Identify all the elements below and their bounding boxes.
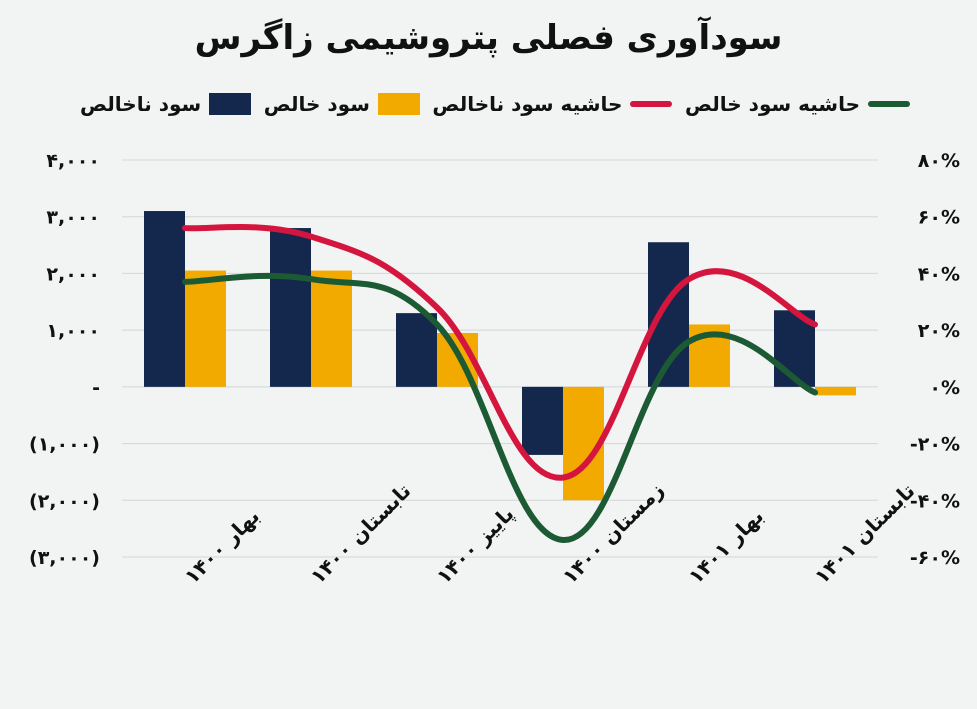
right-tick-label: ۸۰% bbox=[918, 150, 960, 172]
legend-item-net-margin: حاشیه سود خالص bbox=[685, 92, 910, 116]
bar-gross-profit bbox=[270, 228, 311, 387]
legend-label-gross-profit: سود ناخالص bbox=[80, 92, 202, 116]
right-tick-label: ۶۰% bbox=[918, 207, 960, 229]
bar-net-profit bbox=[815, 386, 856, 396]
bar-net-profit bbox=[311, 270, 352, 387]
category-label: بهار ۱۴۰۰ bbox=[180, 504, 265, 589]
left-tick-label: (۳,۰۰۰) bbox=[29, 547, 100, 569]
category-label: تابستان ۱۴۰۰ bbox=[306, 479, 416, 589]
legend-item-gross-profit: سود ناخالص bbox=[80, 92, 252, 116]
legend: سود ناخالص سود خالص حاشیه سود ناخالص حاش… bbox=[80, 92, 910, 116]
legend-swatch-gross-profit bbox=[209, 93, 252, 115]
right-tick-label: ۴۰% bbox=[918, 263, 960, 285]
left-tick-label: ۳,۰۰۰ bbox=[46, 207, 100, 229]
legend-swatch-net-margin bbox=[868, 101, 910, 107]
legend-label-net-profit: سود خالص bbox=[263, 92, 370, 116]
legend-label-gross-margin: حاشیه سود ناخالص bbox=[432, 92, 623, 116]
category-label: بهار ۱۴۰۱ bbox=[684, 504, 769, 589]
left-tick-label: (۲,۰۰۰) bbox=[29, 490, 100, 512]
legend-item-gross-margin: حاشیه سود ناخالص bbox=[432, 92, 673, 116]
bar-gross-profit bbox=[396, 313, 437, 387]
category-label: تابستان ۱۴۰۱ bbox=[810, 479, 920, 589]
left-tick-label: ۱,۰۰۰ bbox=[46, 320, 100, 342]
legend-swatch-net-profit bbox=[377, 93, 420, 115]
right-tick-label: -۲۰% bbox=[910, 434, 960, 456]
legend-swatch-gross-margin bbox=[630, 101, 673, 107]
bar-gross-profit bbox=[144, 211, 185, 387]
legend-item-net-profit: سود خالص bbox=[264, 92, 420, 116]
left-tick-label: ۴,۰۰۰ bbox=[46, 150, 100, 172]
bar-gross-profit bbox=[522, 386, 563, 455]
legend-label-net-margin: حاشیه سود خالص bbox=[685, 92, 860, 116]
chart-title: سودآوری فصلی پتروشیمی زاگرس bbox=[194, 18, 783, 58]
category-label: پاییز ۱۴۰۰ bbox=[432, 502, 520, 590]
right-tick-label: ۲۰% bbox=[918, 320, 960, 342]
line-gross-margin bbox=[182, 223, 818, 481]
right-tick-label: -۶۰% bbox=[910, 547, 960, 569]
left-tick-label: ۲,۰۰۰ bbox=[46, 263, 100, 285]
bar-net-profit bbox=[185, 270, 226, 387]
line-net-margin bbox=[182, 272, 818, 543]
right-tick-label: -۴۰% bbox=[910, 490, 960, 512]
left-tick-label: (۱,۰۰۰) bbox=[29, 434, 100, 456]
right-tick-label: ۰% bbox=[929, 377, 960, 399]
left-tick-label: - bbox=[92, 377, 100, 399]
